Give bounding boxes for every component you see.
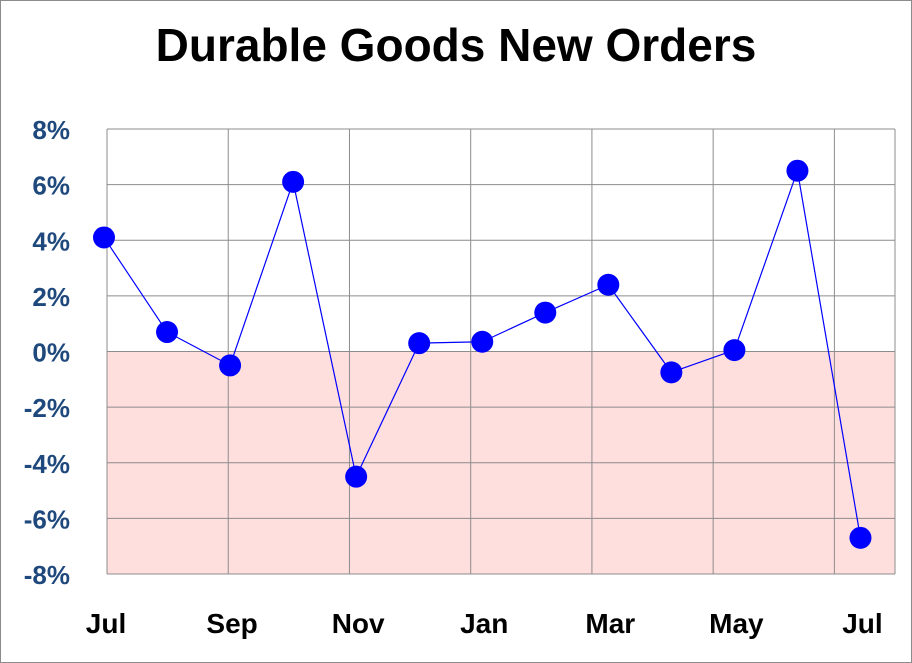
x-tick-label: May [709,608,764,639]
y-tick-label: 6% [32,171,70,201]
series-line-segment [607,284,672,373]
x-tick-label: Mar [585,608,635,639]
data-point [534,301,557,324]
chart-title: Durable Goods New Orders [155,19,757,71]
series-line-segment [103,237,168,333]
data-point [408,332,431,355]
data-point [471,330,494,353]
series-line-segment [481,312,546,343]
y-tick-label: -2% [24,393,70,423]
data-point [156,321,179,344]
data-point [597,273,620,296]
data-point [849,526,872,549]
y-tick-label: 4% [32,226,70,256]
y-tick-label: -6% [24,504,70,534]
data-point [723,339,746,362]
series-line-segment [292,181,357,477]
y-tick-label: 8% [32,115,70,145]
x-tick-label: Nov [332,608,385,639]
x-tick-label: Jan [460,608,508,639]
series-line-segment [355,342,420,477]
y-tick-label: 2% [32,282,70,312]
series-line-segment [796,170,862,538]
series-line-segment [545,284,609,314]
data-point [219,354,242,377]
data-point [786,159,809,182]
series-line-segment [166,331,231,366]
series-line-segment [671,349,735,373]
y-tick-label: -4% [24,449,70,479]
series-line-segment [229,181,294,366]
data-point [345,465,368,488]
y-tick-label: -8% [24,560,70,590]
x-tick-label: Jul [842,608,882,639]
y-tick-label: 0% [32,338,70,368]
x-tick-label: Sep [206,608,257,639]
data-point [93,226,115,249]
data-point [282,170,305,193]
x-tick-label: Jul [86,608,126,639]
data-point [660,361,683,384]
series-line-segment [733,170,799,351]
